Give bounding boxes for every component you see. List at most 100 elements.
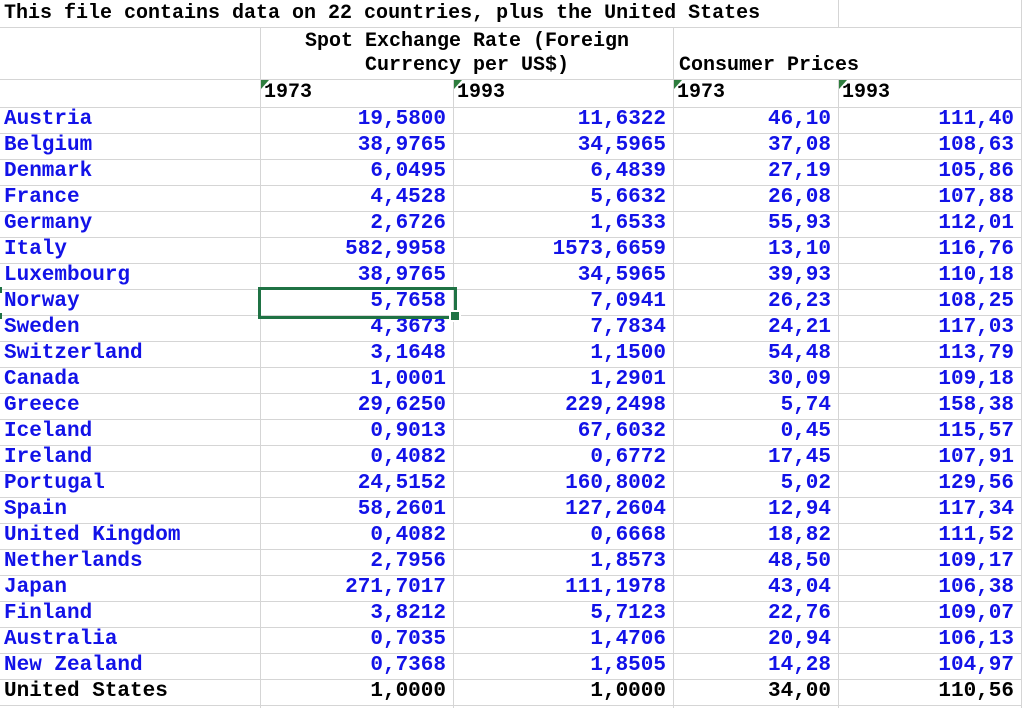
spot-rate-1993-cell[interactable]: 160,8002 [454,472,674,497]
consumer-price-1993-cell[interactable]: 109,17 [839,550,1022,575]
spot-rate-1973-cell[interactable]: 38,9765 [261,264,454,289]
spot-rate-1973-cell[interactable]: 3,1648 [261,342,454,367]
consumer-price-1973-cell[interactable]: 5,74 [674,394,839,419]
spot-rate-1993-cell[interactable]: 111,1978 [454,576,674,601]
year-header-cell[interactable]: 1973 [261,80,454,107]
header-consumer-prices-cell[interactable]: Consumer Prices [674,28,1022,79]
consumer-price-1993-cell[interactable]: 116,76 [839,238,1022,263]
country-cell[interactable]: Denmark [0,160,261,185]
spot-rate-1973-cell[interactable]: 58,2601 [261,498,454,523]
consumer-price-1973-cell[interactable]: 37,08 [674,134,839,159]
country-cell[interactable]: United States [0,680,261,705]
country-cell[interactable]: Switzerland [0,342,261,367]
header-spot-exchange-cell[interactable]: Spot Exchange Rate (Foreign Currency per… [261,28,674,79]
country-cell[interactable]: New Zealand [0,654,261,679]
consumer-price-1993-cell[interactable]: 104,97 [839,654,1022,679]
spot-rate-1993-cell[interactable]: 5,7123 [454,602,674,627]
consumer-price-1973-cell[interactable]: 30,09 [674,368,839,393]
country-cell[interactable]: United Kingdom [0,524,261,549]
consumer-price-1993-cell[interactable]: 117,03 [839,316,1022,341]
spot-rate-1973-cell[interactable]: 4,3673 [261,316,454,341]
spot-rate-1973-cell[interactable]: 5,7658 [261,290,454,315]
consumer-price-1973-cell[interactable]: 54,48 [674,342,839,367]
year-row-empty-cell[interactable] [0,80,261,107]
spot-rate-1993-cell[interactable]: 1,1500 [454,342,674,367]
country-cell[interactable]: Netherlands [0,550,261,575]
header-empty-cell[interactable] [0,28,261,79]
country-cell[interactable]: Belgium [0,134,261,159]
title-cell[interactable]: This file contains data on 22 countries,… [0,0,1022,28]
consumer-price-1993-cell[interactable]: 113,79 [839,342,1022,367]
country-cell[interactable]: Greece [0,394,261,419]
consumer-price-1993-cell[interactable]: 105,86 [839,160,1022,185]
consumer-price-1993-cell[interactable]: 158,38 [839,394,1022,419]
consumer-price-1973-cell[interactable]: 14,28 [674,654,839,679]
spot-rate-1993-cell[interactable]: 34,5965 [454,134,674,159]
spot-rate-1973-cell[interactable]: 4,4528 [261,186,454,211]
spot-rate-1993-cell[interactable]: 1,4706 [454,628,674,653]
spot-rate-1973-cell[interactable]: 1,0001 [261,368,454,393]
spot-rate-1973-cell[interactable]: 3,8212 [261,602,454,627]
consumer-price-1993-cell[interactable]: 110,18 [839,264,1022,289]
consumer-price-1973-cell[interactable]: 27,19 [674,160,839,185]
consumer-price-1993-cell[interactable]: 109,18 [839,368,1022,393]
consumer-price-1993-cell[interactable]: 111,40 [839,108,1022,133]
consumer-price-1973-cell[interactable]: 48,50 [674,550,839,575]
country-cell[interactable]: Australia [0,628,261,653]
consumer-price-1973-cell[interactable]: 0,45 [674,420,839,445]
spot-rate-1973-cell[interactable]: 29,6250 [261,394,454,419]
country-cell[interactable]: Finland [0,602,261,627]
spot-rate-1973-cell[interactable]: 582,9958 [261,238,454,263]
spot-rate-1973-cell[interactable]: 0,7368 [261,654,454,679]
spot-rate-1973-cell[interactable]: 2,7956 [261,550,454,575]
country-cell[interactable]: Portugal [0,472,261,497]
spot-rate-1993-cell[interactable]: 1,6533 [454,212,674,237]
spot-rate-1993-cell[interactable]: 127,2604 [454,498,674,523]
spot-rate-1993-cell[interactable]: 1,2901 [454,368,674,393]
country-cell[interactable]: Luxembourg [0,264,261,289]
spot-rate-1993-cell[interactable]: 1,8505 [454,654,674,679]
consumer-price-1993-cell[interactable]: 109,07 [839,602,1022,627]
country-cell[interactable]: Sweden [0,316,261,341]
consumer-price-1973-cell[interactable]: 55,93 [674,212,839,237]
spot-rate-1973-cell[interactable]: 38,9765 [261,134,454,159]
spot-rate-1993-cell[interactable]: 7,7834 [454,316,674,341]
consumer-price-1973-cell[interactable]: 12,94 [674,498,839,523]
consumer-price-1993-cell[interactable]: 108,63 [839,134,1022,159]
spot-rate-1993-cell[interactable]: 1573,6659 [454,238,674,263]
fill-handle[interactable] [449,310,461,322]
year-header-cell[interactable]: 1993 [839,80,1022,107]
consumer-price-1993-cell[interactable]: 106,38 [839,576,1022,601]
consumer-price-1993-cell[interactable]: 110,56 [839,680,1022,705]
spot-rate-1993-cell[interactable]: 1,0000 [454,680,674,705]
consumer-price-1993-cell[interactable]: 108,25 [839,290,1022,315]
consumer-price-1993-cell[interactable]: 117,34 [839,498,1022,523]
spot-rate-1973-cell[interactable]: 1,0000 [261,680,454,705]
country-cell[interactable]: France [0,186,261,211]
spot-rate-1973-cell[interactable]: 19,5800 [261,108,454,133]
consumer-price-1973-cell[interactable]: 17,45 [674,446,839,471]
spot-rate-1993-cell[interactable]: 229,2498 [454,394,674,419]
consumer-price-1973-cell[interactable]: 46,10 [674,108,839,133]
spot-rate-1973-cell[interactable]: 0,9013 [261,420,454,445]
spot-rate-1993-cell[interactable]: 34,5965 [454,264,674,289]
consumer-price-1973-cell[interactable]: 24,21 [674,316,839,341]
country-cell[interactable]: Iceland [0,420,261,445]
country-cell[interactable]: Italy [0,238,261,263]
spot-rate-1973-cell[interactable]: 24,5152 [261,472,454,497]
country-cell[interactable]: Germany [0,212,261,237]
spot-rate-1973-cell[interactable]: 0,4082 [261,524,454,549]
spot-rate-1973-cell[interactable]: 0,7035 [261,628,454,653]
country-cell[interactable]: Spain [0,498,261,523]
consumer-price-1973-cell[interactable]: 34,00 [674,680,839,705]
country-cell[interactable]: Austria [0,108,261,133]
spot-rate-1973-cell[interactable]: 0,4082 [261,446,454,471]
year-header-cell[interactable]: 1993 [454,80,674,107]
consumer-price-1973-cell[interactable]: 26,08 [674,186,839,211]
consumer-price-1993-cell[interactable]: 106,13 [839,628,1022,653]
spot-rate-1993-cell[interactable]: 11,6322 [454,108,674,133]
spot-rate-1993-cell[interactable]: 0,6772 [454,446,674,471]
consumer-price-1993-cell[interactable]: 112,01 [839,212,1022,237]
consumer-price-1993-cell[interactable]: 107,91 [839,446,1022,471]
consumer-price-1993-cell[interactable]: 129,56 [839,472,1022,497]
